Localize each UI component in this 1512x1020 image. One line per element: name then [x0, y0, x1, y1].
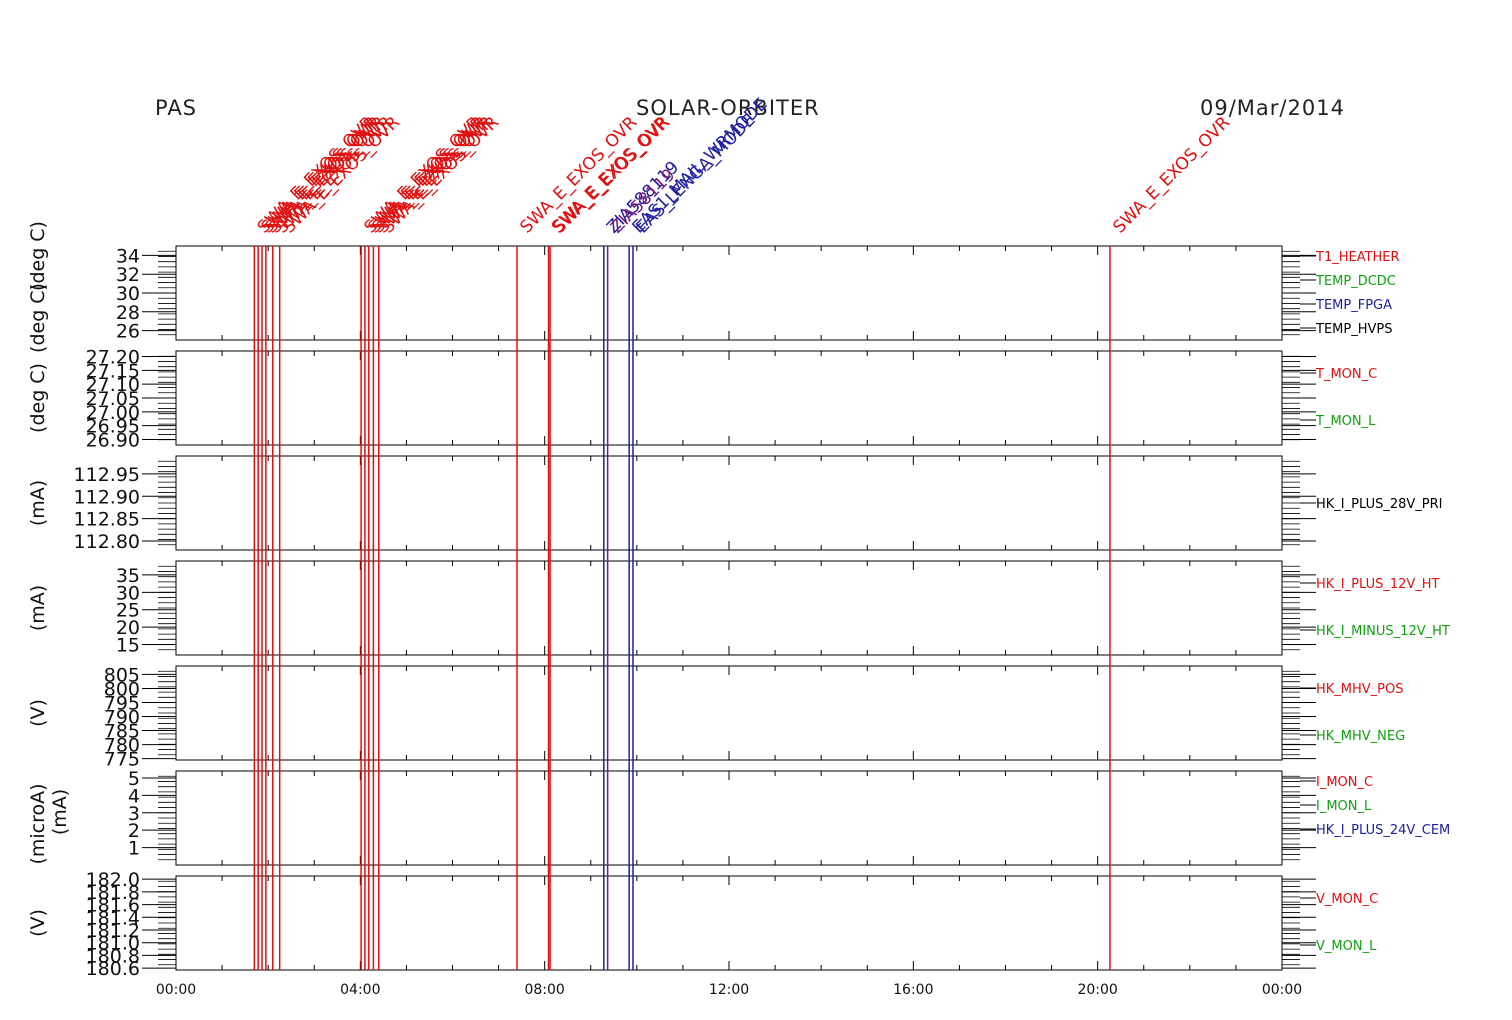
y-axis-title: (deg C)	[27, 363, 49, 433]
y-tick-label: 26.90	[86, 429, 140, 451]
y-tick-label: 30	[116, 582, 140, 604]
y-axis-title: (deg C)	[27, 283, 49, 353]
legend-entry: I_MON_C	[1316, 775, 1373, 790]
mission-label: SOLAR-ORBITER	[636, 96, 820, 120]
y-tick-label: 112.80	[74, 531, 140, 553]
y-tick-label: 30	[116, 283, 140, 305]
y-tick-label: 27.20	[86, 347, 140, 369]
x-tick-label: 04:00	[340, 982, 380, 998]
x-tick-label: 00:00	[1262, 982, 1302, 998]
date-label: 09/Mar/2014	[1200, 96, 1345, 120]
x-tick-label: 16:00	[893, 982, 933, 998]
y-tick-label: 20	[116, 617, 140, 639]
y-axis-title: (mA)	[27, 480, 49, 526]
legend-entry: TEMP_FPGA	[1315, 298, 1392, 313]
legend-entry: TEMP_HVPS	[1315, 322, 1392, 337]
y-tick-label: 27.10	[86, 374, 140, 396]
y-tick-label: 775	[104, 749, 140, 771]
y-tick-label: 805	[104, 664, 140, 686]
legend-entry: HK_MHV_NEG	[1316, 729, 1405, 744]
panel-frame-mhv	[175, 665, 1283, 761]
y-tick-label: 785	[104, 721, 140, 743]
y-tick-label: 34	[116, 245, 140, 267]
y-tick-label: 182.0	[86, 869, 140, 891]
panel-frame-i28	[175, 455, 1283, 551]
x-tick-label: 12:00	[709, 982, 749, 998]
y-tick-label: 3	[128, 803, 140, 825]
legend-entry: HK_I_MINUS_12V_HT	[1316, 624, 1450, 639]
y-tick-label: 5	[128, 768, 140, 790]
legend-entry: HK_I_PLUS_28V_PRI	[1316, 497, 1442, 512]
y-tick-label: 181.6	[86, 895, 140, 917]
legend-entry: T1_HEATHER	[1315, 250, 1400, 265]
x-tick-label: 08:00	[524, 982, 564, 998]
y-axis-title: (microA)	[27, 783, 49, 864]
x-tick-label: 20:00	[1077, 982, 1117, 998]
y-tick-label: 25	[116, 600, 140, 622]
legend-entry: HK_MHV_POS	[1316, 682, 1404, 697]
legend-entry: V_MON_L	[1316, 939, 1377, 954]
y-tick-label: 790	[104, 707, 140, 729]
y-axis-title: (V)	[27, 909, 49, 937]
legend-entry: TEMP_DCDC	[1315, 274, 1396, 289]
x-tick-label: 00:00	[156, 982, 196, 998]
y-tick-label: 112.90	[74, 486, 140, 508]
y-tick-label: 27.05	[86, 388, 140, 410]
instrument-label: PAS	[155, 96, 198, 120]
panel-frame-vmon	[175, 875, 1283, 971]
y-axis-title: (V)	[27, 699, 49, 727]
legend-entry: I_MON_L	[1316, 799, 1372, 814]
legend-entry: V_MON_C	[1316, 892, 1378, 907]
legend-entry: HK_I_PLUS_24V_CEM	[1316, 823, 1450, 838]
legend-entry: HK_I_PLUS_12V_HT	[1316, 577, 1440, 592]
y-tick-label: 15	[116, 635, 140, 657]
y-tick-label: 26.95	[86, 416, 140, 438]
y-tick-label: 112.95	[74, 464, 140, 486]
y-tick-label: 795	[104, 692, 140, 714]
y-tick-label: 780	[104, 735, 140, 757]
y-tick-label: 1	[128, 838, 140, 860]
y-tick-label: 181.2	[86, 920, 140, 942]
y-axis-title: (mA)	[27, 585, 49, 631]
event-marker-label: SWA_E_EXOS_OVR	[1109, 113, 1234, 238]
y-tick-label: 35	[116, 565, 140, 587]
legend-entry: T_MON_L	[1315, 414, 1376, 429]
y-tick-label: 32	[116, 264, 140, 286]
panel-frame-imon	[175, 770, 1283, 866]
y-tick-label: 181.4	[86, 907, 140, 929]
y-tick-label: 4	[128, 785, 140, 807]
y-tick-label: 2	[128, 820, 140, 842]
y-tick-label: 181.8	[86, 882, 140, 904]
y-axis-title-secondary: (deg C)	[27, 221, 49, 291]
y-tick-label: 112.85	[74, 509, 140, 531]
y-tick-label: 180.6	[86, 958, 140, 980]
y-tick-label: 27.00	[86, 402, 140, 424]
panel-frame-tmon	[175, 350, 1283, 446]
y-tick-label: 180.8	[86, 945, 140, 967]
panel-frame-i12	[175, 560, 1283, 656]
y-tick-label: 28	[116, 302, 140, 324]
y-tick-label: 181.0	[86, 933, 140, 955]
panel-frame-temps	[175, 245, 1283, 341]
y-tick-label: 27.15	[86, 360, 140, 382]
legend-entry: T_MON_C	[1315, 367, 1377, 382]
y-axis-title-secondary: (mA)	[49, 789, 71, 835]
y-tick-label: 26	[116, 321, 140, 343]
y-tick-label: 800	[104, 678, 140, 700]
